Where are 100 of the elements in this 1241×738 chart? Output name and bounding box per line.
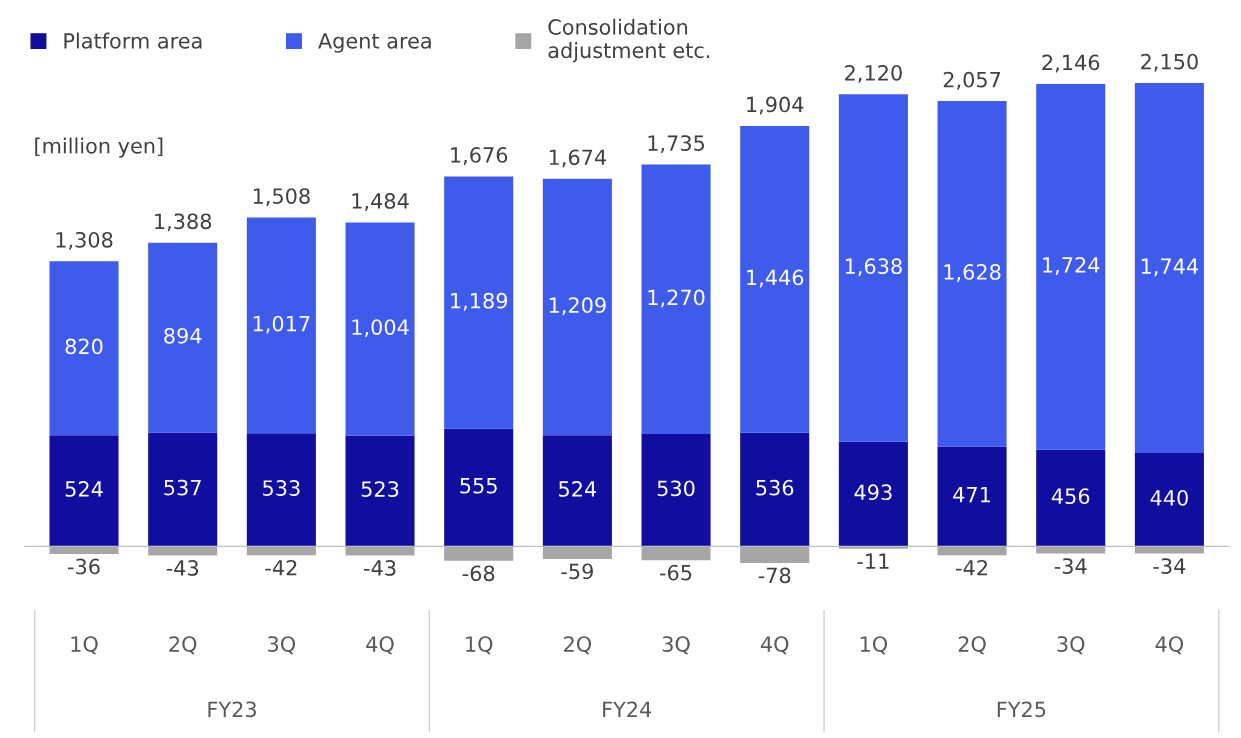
bar <box>1036 449 1106 547</box>
data-label: -59 <box>561 563 593 580</box>
x-tick-label: 3Q <box>268 636 296 655</box>
x-tick-label: 2Q <box>564 636 592 655</box>
x-tick-label: 3Q <box>1057 636 1085 655</box>
total-label: 1,735 <box>648 135 705 154</box>
bar <box>49 435 119 547</box>
bar <box>937 546 1007 556</box>
bar <box>246 546 316 556</box>
data-label: 524 <box>559 481 597 497</box>
bar <box>838 441 908 547</box>
data-label: 1,724 <box>1043 257 1100 275</box>
data-label: 894 <box>164 327 202 344</box>
bar <box>345 222 415 436</box>
data-label: 555 <box>460 478 497 494</box>
data-label: -68 <box>462 565 495 582</box>
total-label: 2,150 <box>1141 53 1198 72</box>
total-label: 1,674 <box>549 149 607 168</box>
bar <box>937 101 1007 447</box>
bar <box>1134 453 1204 547</box>
data-label: 1,744 <box>1141 258 1199 277</box>
data-label: -42 <box>956 559 987 576</box>
legend-label: Agent area <box>318 33 431 53</box>
x-tick-label: 4Q <box>760 636 789 655</box>
data-label: 456 <box>1051 488 1090 505</box>
data-label: 1,189 <box>451 292 508 311</box>
bar <box>740 546 810 563</box>
data-label: 493 <box>854 484 892 501</box>
data-label: 1,004 <box>352 319 409 338</box>
bar <box>1036 546 1106 554</box>
total-label: 2,146 <box>1042 54 1100 73</box>
bar <box>1134 83 1204 454</box>
bar <box>1134 546 1204 554</box>
total-label: 2,057 <box>943 71 1001 90</box>
x-tick-label: 1Q <box>71 636 98 655</box>
data-label: -43 <box>166 560 199 576</box>
bar <box>641 546 711 561</box>
bar <box>740 432 810 547</box>
data-label: 536 <box>756 479 794 496</box>
data-label: 1,628 <box>944 264 1001 282</box>
bar <box>838 94 908 442</box>
total-label: 1,508 <box>253 188 310 207</box>
text: FY23 <box>208 701 256 718</box>
x-tick-label: 2Q <box>958 636 986 655</box>
x-tick-label: 4Q <box>366 636 394 655</box>
bar <box>444 546 514 561</box>
data-label: 1,638 <box>845 258 902 277</box>
data-label: 1,209 <box>549 297 606 316</box>
x-tick-label: 2Q <box>169 636 197 655</box>
data-label: -43 <box>364 560 396 576</box>
total-label: 2,120 <box>845 64 902 83</box>
bar <box>542 178 612 436</box>
bar <box>246 433 316 547</box>
total-label: 1,484 <box>352 193 409 211</box>
bar <box>148 242 218 433</box>
data-label: 524 <box>65 481 103 497</box>
x-tick-label: 3Q <box>662 636 690 655</box>
bar <box>148 432 218 547</box>
data-label: 1,446 <box>747 269 804 288</box>
legend-label: Platform area <box>64 32 202 49</box>
total-label: 1,904 <box>747 96 804 115</box>
bar <box>1036 83 1106 450</box>
y-axis-title: [million yen] <box>35 137 163 158</box>
legend-label: Consolidation adjustment etc. <box>548 18 710 63</box>
data-label: -11 <box>857 553 889 569</box>
x-tick-label: 1Q <box>466 636 493 655</box>
data-label: 1,270 <box>648 289 705 308</box>
bar <box>444 428 514 547</box>
bar <box>49 546 119 554</box>
x-tick-label: 4Q <box>1155 636 1184 655</box>
data-label: -65 <box>660 564 692 581</box>
data-label: 471 <box>953 486 991 503</box>
data-label: -42 <box>265 559 297 576</box>
bar <box>641 433 711 547</box>
total-label: 1,388 <box>155 213 212 232</box>
bar <box>542 546 612 559</box>
bar <box>345 435 415 547</box>
data-label: 523 <box>361 481 399 497</box>
data-label: 440 <box>1150 489 1188 506</box>
data-label: -78 <box>758 567 791 584</box>
data-label: 1,017 <box>253 315 310 334</box>
data-label: 530 <box>657 480 695 497</box>
bar <box>246 217 316 434</box>
total-label: 1,676 <box>451 147 508 165</box>
data-label: 533 <box>263 480 300 496</box>
bar <box>937 446 1007 547</box>
data-label: 820 <box>65 338 103 355</box>
data-label: 537 <box>164 479 201 496</box>
x-tick-label: 1Q <box>860 636 888 655</box>
data-label: -36 <box>68 558 100 575</box>
text: FY24 <box>603 701 652 717</box>
bar <box>444 176 514 429</box>
bar <box>49 261 119 436</box>
bar <box>542 435 612 547</box>
data-label: -34 <box>1054 558 1087 574</box>
bar <box>740 125 810 433</box>
text: FY25 <box>997 701 1046 718</box>
bar <box>641 164 711 434</box>
data-label: -34 <box>1153 558 1186 574</box>
total-label: 1,308 <box>56 231 113 250</box>
